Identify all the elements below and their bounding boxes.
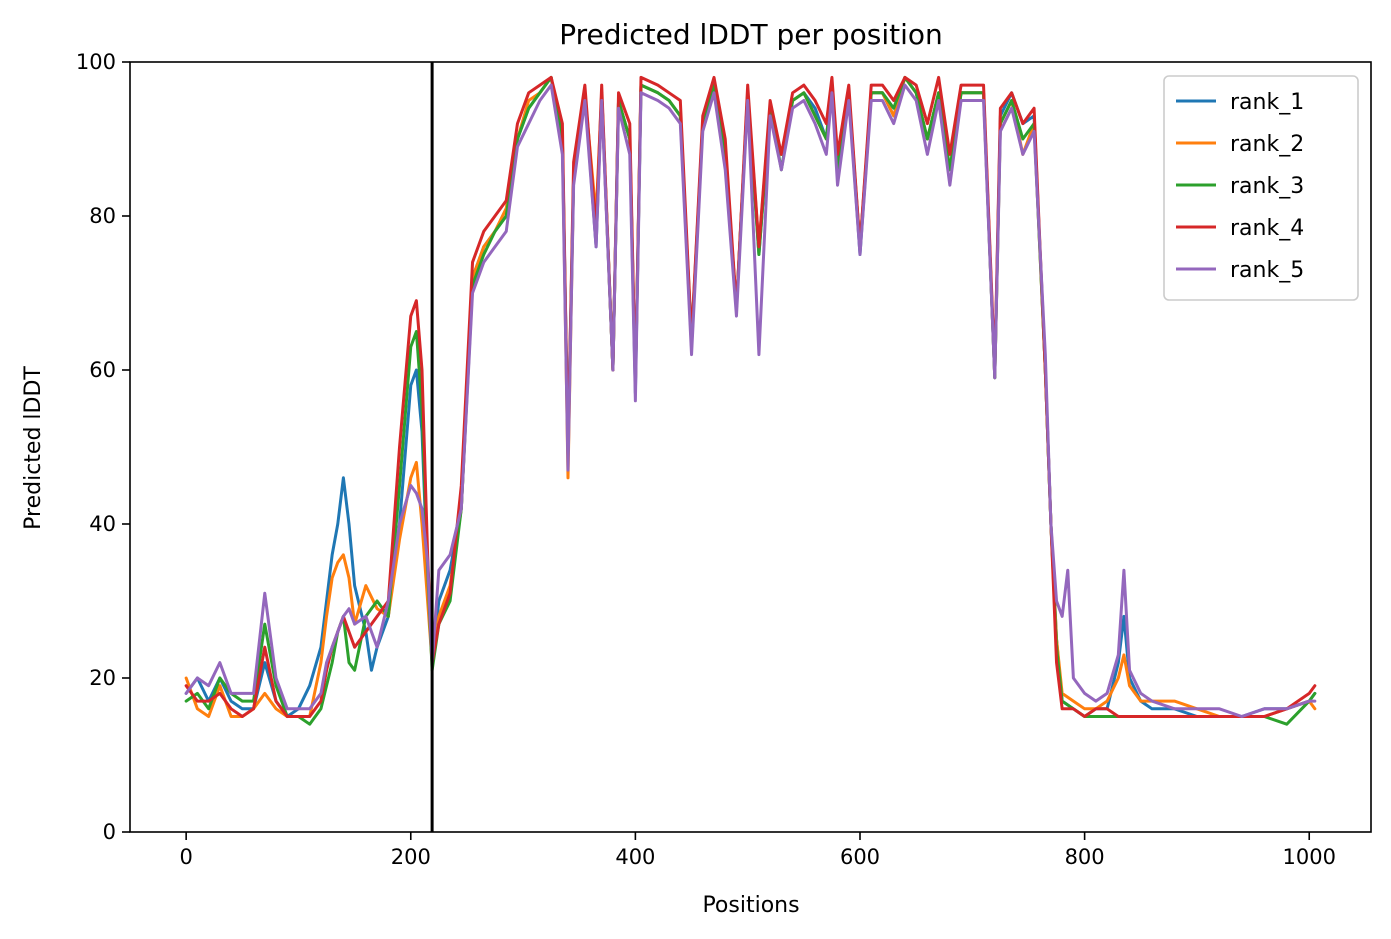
y-tick-label: 20 xyxy=(89,666,116,690)
legend-box xyxy=(1163,75,1359,301)
axes: 0 200 400 600 800 1000 0 20 40 60 80 100 xyxy=(76,50,1372,869)
legend-label-rank_4: rank_4 xyxy=(1230,216,1304,241)
legend-label-rank_5: rank_5 xyxy=(1230,258,1304,283)
x-tick-label: 400 xyxy=(615,845,655,869)
y-tick-label: 100 xyxy=(76,50,116,74)
legend: rank_1 rank_2 rank_3 rank_4 rank_5 xyxy=(1163,75,1359,301)
y-tick-label: 80 xyxy=(89,204,116,228)
legend-label-rank_1: rank_1 xyxy=(1230,90,1304,115)
x-axis-label: Positions xyxy=(702,893,799,918)
y-tick-label: 40 xyxy=(89,512,116,536)
x-tick-label: 800 xyxy=(1065,845,1105,869)
series-line-rank_5 xyxy=(184,83,1317,718)
legend-label-rank_3: rank_3 xyxy=(1230,174,1304,199)
legend-label-rank_2: rank_2 xyxy=(1230,132,1304,157)
chart-title: Predicted lDDT per position xyxy=(559,18,943,51)
y-tick-label: 60 xyxy=(89,358,116,382)
x-tick-label: 600 xyxy=(840,845,880,869)
x-tick-label: 0 xyxy=(179,845,192,869)
y-axis-label: Predicted lDDT xyxy=(21,366,46,530)
x-tick-label: 1000 xyxy=(1283,845,1336,869)
y-tick-label: 0 xyxy=(103,820,116,844)
plot-frame xyxy=(129,61,1372,833)
plot-area xyxy=(184,62,1317,832)
x-tick-label: 200 xyxy=(391,845,431,869)
